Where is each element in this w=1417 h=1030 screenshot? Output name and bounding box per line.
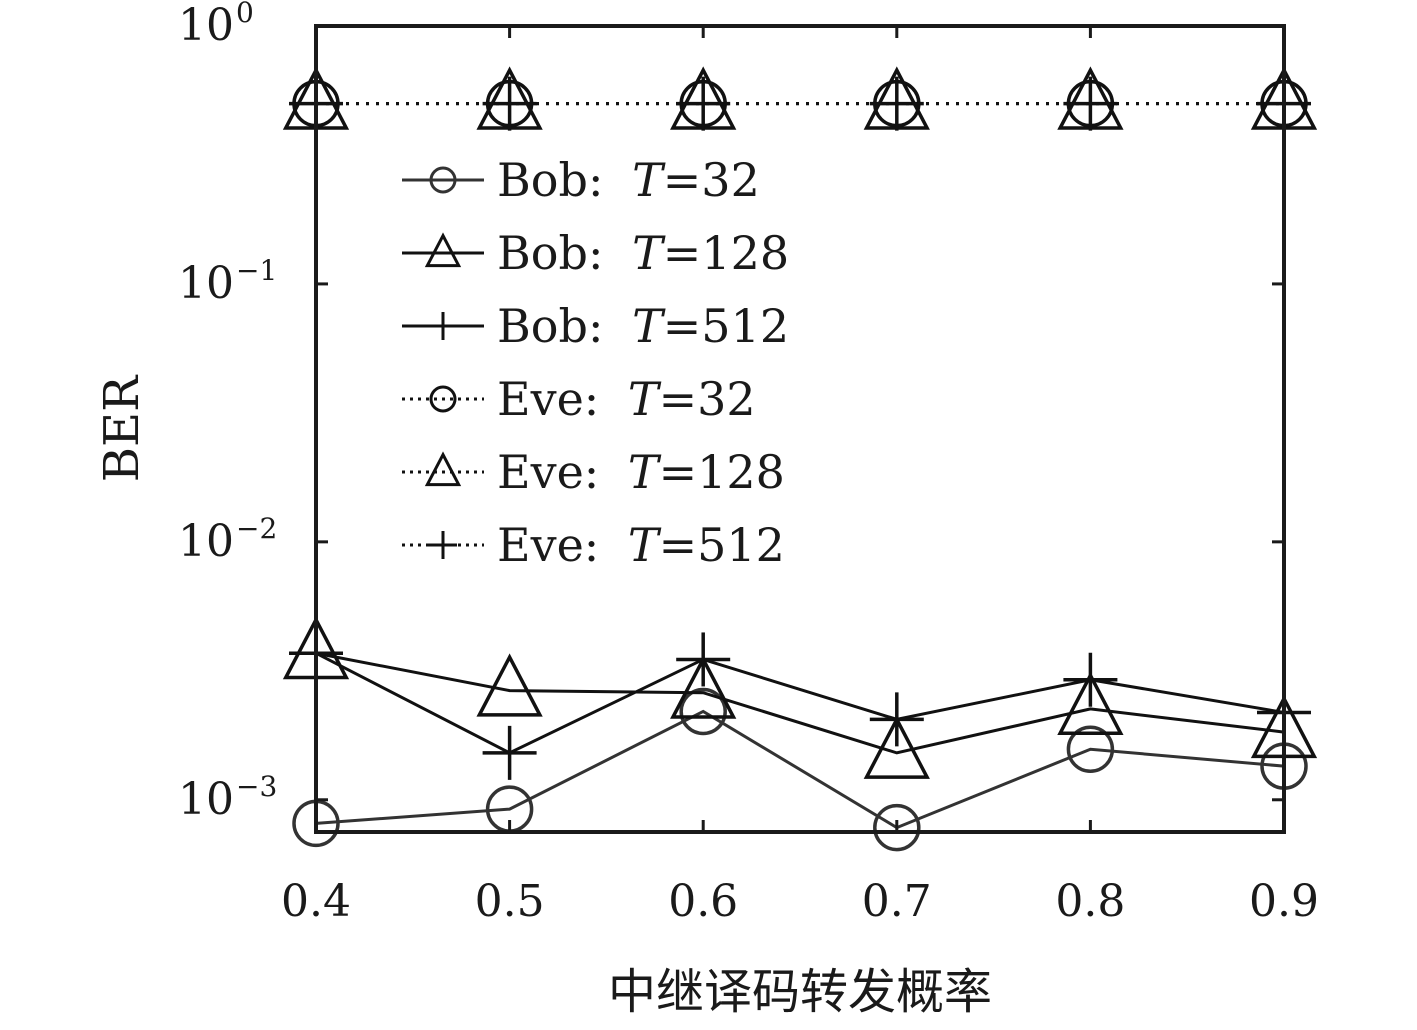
legend-param: T — [628, 518, 662, 572]
series-line-bob-t32 — [315, 709, 1285, 830]
series-eve-t32 — [292, 79, 1308, 128]
y-tick-exponent: 0 — [236, 0, 254, 29]
point-bob-t128 — [1057, 671, 1124, 735]
legend-value: =32 — [659, 372, 756, 426]
legend-marker — [424, 232, 462, 268]
legend-param: T — [632, 153, 666, 207]
series-line-bob-t128 — [315, 651, 1285, 755]
point-eve-t512 — [1063, 76, 1118, 131]
legend-param: T — [628, 372, 662, 426]
legend-label: Eve: T=32 — [497, 372, 756, 426]
legend-name: Eve: — [497, 445, 614, 499]
x-tick-label: 0.7 — [862, 876, 932, 927]
series-bob-t32 — [292, 687, 1308, 852]
x-tick-label: 0.9 — [1249, 876, 1319, 927]
legend-item-bob-t32: Bob: T=32 — [402, 153, 760, 207]
legend-item-eve-t128: Eve: T=128 — [402, 445, 785, 499]
legend-label: Bob: T=128 — [497, 226, 789, 280]
y-tick-exponent: −3 — [236, 770, 277, 803]
series-bob-t128 — [282, 615, 1318, 779]
legend-value: =32 — [663, 153, 760, 207]
legend-label: Bob: T=512 — [497, 299, 789, 353]
point-bob-t512 — [1063, 652, 1118, 707]
legend-marker — [429, 385, 457, 413]
point-eve-t512 — [482, 76, 537, 131]
x-tick-label: 0.5 — [475, 876, 545, 927]
x-tick-label: 0.4 — [281, 876, 351, 927]
point-bob-t32 — [873, 803, 921, 852]
point-bob-t512 — [676, 632, 731, 687]
series-layer — [282, 66, 1318, 852]
legend-marker — [429, 312, 457, 340]
point-bob-t32 — [1066, 725, 1115, 773]
series-bob-t512 — [289, 626, 1311, 780]
legend-marker — [429, 166, 457, 194]
point-bob-t32 — [679, 687, 727, 736]
legend-label: Bob: T=32 — [497, 153, 760, 207]
series-eve-t128 — [282, 66, 1318, 130]
y-tick-label: 10 — [178, 258, 234, 309]
point-bob-t512 — [482, 725, 537, 780]
y-axis-title: BER — [94, 374, 150, 482]
legend-name: Bob: — [497, 153, 618, 207]
legend-name: Bob: — [497, 299, 618, 353]
y-tick-label: 10 — [178, 516, 234, 567]
y-tick-exponent: −1 — [236, 254, 277, 287]
point-eve-t512 — [676, 76, 731, 131]
legend-name: Bob: — [497, 226, 618, 280]
legend-value: =128 — [663, 226, 789, 280]
y-tick-exponent: −2 — [236, 512, 277, 545]
legend-item-eve-t512: Eve: T=512 — [402, 518, 785, 572]
legend-label: Eve: T=512 — [497, 518, 785, 572]
x-tick-label: 0.8 — [1055, 876, 1125, 927]
legend-param: T — [628, 445, 662, 499]
y-tick-label: 10 — [178, 774, 234, 825]
plot-frame — [314, 24, 1286, 834]
legend-value: =512 — [663, 299, 789, 353]
legend-item-bob-t512: Bob: T=512 — [402, 299, 789, 353]
legend-name: Eve: — [497, 372, 614, 426]
series-eve-t512 — [289, 76, 1311, 131]
x-tick-label: 0.6 — [668, 876, 738, 927]
legend-param: T — [632, 299, 666, 353]
point-bob-t512 — [869, 692, 924, 747]
series-line-bob-t512 — [315, 651, 1285, 755]
legend-label: Eve: T=128 — [497, 445, 785, 499]
point-bob-t128 — [863, 715, 930, 779]
point-bob-t128 — [476, 653, 543, 717]
legend-item-bob-t128: Bob: T=128 — [402, 226, 789, 280]
y-tick-label: 10 — [178, 0, 234, 51]
legend-param: T — [632, 226, 666, 280]
legend-marker — [429, 531, 457, 559]
point-eve-t512 — [869, 76, 924, 131]
legend-marker — [424, 451, 462, 487]
legend-value: =128 — [659, 445, 785, 499]
legend-item-eve-t32: Eve: T=32 — [402, 372, 756, 426]
point-bob-t128 — [670, 655, 737, 719]
legend-name: Eve: — [497, 518, 614, 572]
legend-value: =512 — [659, 518, 785, 572]
x-axis-title: 中继译码转发概率 — [608, 964, 992, 1020]
